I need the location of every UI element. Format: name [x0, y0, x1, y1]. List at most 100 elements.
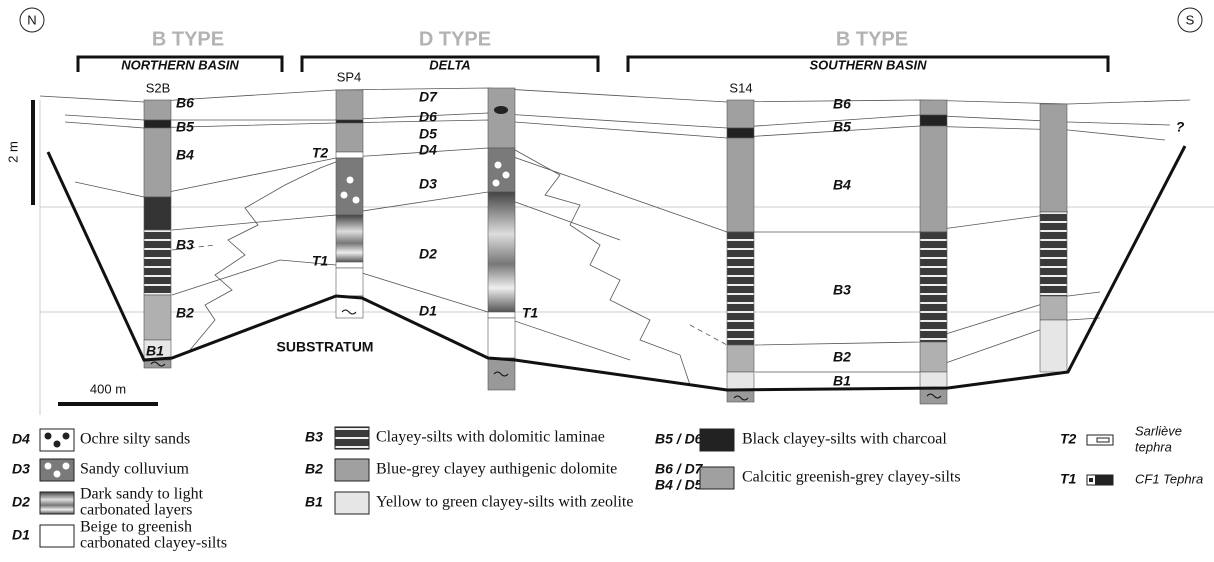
unit-label: D1	[419, 303, 437, 319]
legend-label: Calcitic greenish-grey clayey-silts	[742, 469, 961, 486]
unit-label: B4	[833, 177, 851, 193]
core-layer	[144, 120, 171, 128]
legend-code: T2	[1060, 431, 1077, 447]
basin: NORTHERN BASIN	[121, 57, 239, 72]
unit-label: D4	[419, 142, 437, 158]
core-layer	[920, 100, 947, 115]
core-layer	[727, 138, 754, 232]
swatch-dot	[63, 463, 70, 470]
unit-label: B2	[833, 349, 851, 365]
sand-dot	[347, 177, 354, 184]
sand-dot	[341, 192, 348, 199]
north: N	[27, 12, 36, 27]
legend-label: carbonated layers	[80, 502, 192, 519]
core-layer	[727, 390, 754, 402]
legend-label: Beige to greenish	[80, 519, 192, 536]
unit-label: B6	[833, 96, 851, 112]
legend-label: Sarliève	[1135, 423, 1182, 438]
core-layer	[727, 100, 754, 128]
core-layer	[336, 90, 363, 120]
legend-code: B4 / D5	[655, 477, 703, 493]
legend-code: D3	[12, 461, 30, 477]
basin: SOUTHERN BASIN	[809, 57, 927, 72]
core-label: SP4	[337, 69, 362, 84]
unit-label: B1	[833, 373, 851, 389]
core-layer	[144, 230, 171, 295]
legend-swatch	[40, 459, 74, 481]
core-layer	[1040, 212, 1067, 296]
core-layer	[920, 372, 947, 388]
legend-code: B5 / D6	[655, 431, 703, 447]
unit-label: D7	[419, 89, 438, 105]
core-layer	[488, 148, 515, 192]
core-layer	[1040, 320, 1067, 372]
core-layer	[920, 115, 947, 126]
core-layer	[144, 128, 171, 197]
legend-swatch	[40, 492, 74, 514]
group-type: D TYPE	[419, 28, 491, 50]
cross-section: N S B TYPE D TYPE B TYPE NORTHERN BASIN …	[0, 0, 1214, 562]
legend-label: Black clayey-silts with charcoal	[742, 431, 947, 448]
core-layer	[727, 232, 754, 345]
sand-dot	[493, 180, 500, 187]
swatch-dot	[45, 433, 52, 440]
core-layer	[1040, 296, 1067, 320]
core-layer	[336, 120, 363, 123]
legend-code: D4	[12, 431, 30, 447]
core-layer	[727, 345, 754, 372]
charcoal	[494, 106, 508, 114]
correlation-lines	[40, 88, 1190, 385]
unit-label: T1	[312, 253, 329, 269]
core-layer	[144, 197, 171, 230]
core-layer	[144, 100, 171, 120]
core-layer	[727, 372, 754, 390]
core-layer	[488, 318, 515, 358]
core-label: S2B	[146, 80, 171, 95]
swatch-dot	[63, 433, 70, 440]
core-label: S14	[729, 80, 752, 95]
unit-label: B4	[176, 147, 194, 163]
legend-code: B1	[305, 494, 323, 510]
sand-dot	[495, 162, 502, 169]
core-layer	[336, 296, 363, 318]
scale-label: 2 m	[5, 141, 20, 163]
legend-label: CF1 Tephra	[1135, 471, 1203, 486]
core-layer	[488, 192, 515, 312]
legend-swatch	[700, 467, 734, 489]
core-layer	[336, 158, 363, 215]
legend-label: Clayey-silts with dolomitic laminae	[376, 429, 605, 446]
unit-label: D5	[419, 126, 437, 142]
substratum-label: SUBSTRATUM	[277, 339, 374, 355]
core-layer	[727, 128, 754, 138]
unit-label: D2	[419, 246, 437, 262]
legend-code: T1	[1060, 471, 1077, 487]
unit-label: ?	[1176, 119, 1185, 135]
swatch-mark	[1097, 438, 1109, 442]
swatch-dot	[54, 471, 61, 478]
unit-label: B6	[176, 95, 194, 111]
group-type: B TYPE	[152, 28, 224, 50]
core-layer	[336, 215, 363, 262]
unit-label: B5	[176, 119, 194, 135]
core-layer	[920, 342, 947, 372]
unit-label: D6	[419, 109, 437, 125]
legend-code: D2	[12, 494, 30, 510]
swatch-dot	[45, 463, 52, 470]
sand-dot	[353, 197, 360, 204]
group-type: B TYPE	[836, 28, 908, 50]
legend-label: tephra	[1135, 439, 1172, 454]
unit-label: D3	[419, 176, 437, 192]
core-layer	[336, 152, 363, 158]
legend-label: carbonated clayey-silts	[80, 535, 227, 552]
unit-label: B2	[176, 305, 194, 321]
unit-label: T1	[522, 305, 539, 321]
core-layer	[920, 126, 947, 232]
legend-swatch	[335, 459, 369, 481]
legend-code: D1	[12, 527, 30, 543]
sand-dot	[503, 172, 510, 179]
legend-label: Sandy colluvium	[80, 461, 189, 478]
swatch-mark	[1095, 475, 1113, 485]
swatch-mark	[1089, 478, 1093, 482]
core-layer	[336, 123, 363, 152]
core-layer	[488, 88, 515, 148]
